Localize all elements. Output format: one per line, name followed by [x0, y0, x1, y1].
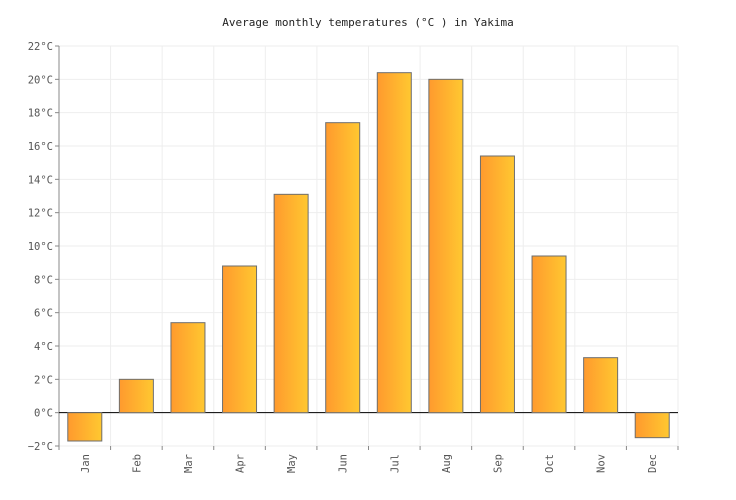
x-tick-label: May: [286, 454, 298, 473]
y-tick-label: 12°C: [28, 208, 53, 220]
axes: [55, 45, 679, 450]
x-tick-label: Mar: [183, 454, 195, 473]
bars: [67, 72, 670, 442]
y-tick-label: 0°C: [34, 408, 53, 420]
x-tick-label: Oct: [544, 454, 556, 473]
y-tick-label: 18°C: [28, 108, 53, 120]
x-tick-label: Aug: [441, 454, 453, 473]
y-tick-label: 10°C: [28, 241, 53, 253]
chart-title: Average monthly temperatures (°C ) in Ya…: [222, 16, 514, 29]
y-tick-label: 14°C: [28, 174, 53, 186]
bar-apr: [222, 265, 258, 414]
bar-aug: [428, 78, 464, 414]
bar-sep: [479, 155, 515, 414]
bar-dec: [634, 412, 670, 439]
y-tick-label: 20°C: [28, 74, 53, 86]
tick-labels: −2°C 0°C 2°C 4°C 6°C 8°C 10°C 12°C 14°C 16°C 18°C 2…: [28, 41, 660, 473]
x-tick-label: Feb: [131, 454, 143, 473]
y-tick-label: 6°C: [34, 308, 53, 320]
y-tick-label: 8°C: [34, 274, 53, 286]
x-tick-label: Dec: [647, 454, 659, 473]
grid: [58, 45, 679, 447]
bar-mar: [170, 322, 206, 414]
bar-nov: [583, 357, 619, 414]
bar-jun: [325, 122, 361, 414]
y-tick-label: 4°C: [34, 341, 53, 353]
y-tick-label: 16°C: [28, 141, 53, 153]
y-tick-label: 22°C: [28, 41, 53, 53]
bar-feb: [118, 378, 154, 414]
bar-jan: [67, 412, 103, 442]
x-tick-label: Sep: [492, 454, 504, 473]
y-tick-label: −2°C: [28, 441, 53, 453]
x-tick-label: Jul: [389, 454, 401, 473]
bar-may: [273, 193, 309, 414]
x-tick-label: Jan: [80, 454, 92, 473]
y-tick-label: 2°C: [34, 374, 53, 386]
x-tick-label: Nov: [596, 454, 608, 473]
x-tick-label: Apr: [235, 454, 247, 473]
x-tick-label: Jun: [338, 454, 350, 473]
bar-jul: [376, 72, 412, 414]
bar-oct: [531, 255, 567, 414]
